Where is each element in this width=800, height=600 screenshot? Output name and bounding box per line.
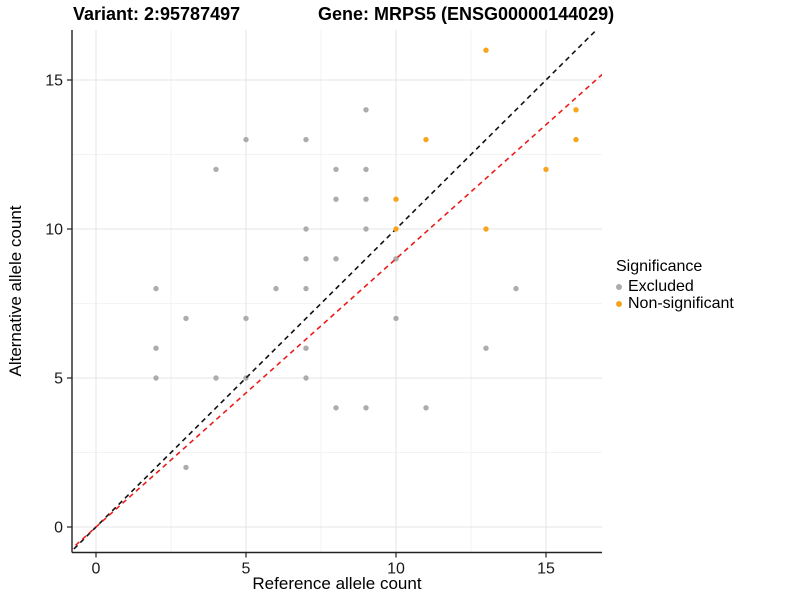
data-point-excluded	[303, 226, 309, 232]
data-point-excluded	[213, 166, 219, 173]
x-tick-label: 5	[242, 561, 251, 578]
data-point-non-significant	[483, 226, 489, 232]
data-point-excluded	[243, 136, 249, 143]
data-point-non-significant	[393, 196, 399, 202]
x-tick-label: 0	[92, 561, 101, 578]
data-point-excluded	[363, 166, 369, 173]
x-tick-label: 15	[537, 561, 555, 578]
data-point-excluded	[333, 196, 339, 202]
data-point-excluded	[303, 345, 309, 351]
data-point-non-significant	[543, 166, 549, 173]
excluded-dot-icon	[616, 284, 622, 290]
data-point-excluded	[213, 375, 219, 381]
data-point-excluded	[243, 315, 249, 322]
expected-ratio-line	[72, 73, 602, 550]
data-point-non-significant	[573, 136, 579, 143]
variant-title: Variant: 2:95787497	[73, 4, 241, 24]
y-tick-label: 15	[45, 73, 63, 90]
x-tick-label: 10	[387, 561, 405, 578]
data-point-excluded	[513, 285, 519, 292]
data-point-excluded	[333, 405, 339, 411]
data-point-excluded	[483, 345, 489, 351]
data-point-excluded	[273, 285, 279, 292]
data-point-excluded	[393, 315, 399, 322]
x-axis-title: Reference allele count	[252, 574, 422, 593]
data-point-excluded	[303, 136, 309, 143]
legend-item-excluded: Excluded	[616, 279, 734, 295]
gene-title: Gene: MRPS5 (ENSG00000144029)	[318, 4, 615, 24]
data-point-non-significant	[573, 107, 579, 113]
legend-label-non-significant: Non-significant	[628, 295, 734, 312]
data-point-excluded	[303, 375, 309, 381]
data-point-excluded	[363, 226, 369, 232]
legend: Significance Excluded Non-significant	[616, 259, 734, 312]
data-point-non-significant	[483, 47, 489, 53]
identity-line	[72, 30, 598, 552]
data-point-excluded	[363, 107, 369, 113]
data-point-excluded	[153, 285, 159, 292]
data-point-excluded	[363, 196, 369, 202]
data-point-excluded	[183, 464, 189, 471]
data-point-excluded	[363, 405, 369, 411]
non-significant-dot-icon	[616, 301, 622, 307]
y-tick-label: 5	[54, 371, 63, 388]
legend-label-excluded: Excluded	[628, 278, 694, 295]
y-tick-label: 10	[45, 222, 63, 239]
plot-area	[72, 30, 602, 552]
y-axis-title: Alternative allele count	[6, 205, 25, 377]
data-point-excluded	[333, 166, 339, 173]
data-point-non-significant	[423, 136, 429, 143]
legend-item-non-significant: Non-significant	[616, 296, 734, 312]
data-point-excluded	[423, 405, 429, 411]
data-point-excluded	[153, 375, 159, 381]
data-point-excluded	[183, 315, 189, 322]
data-point-non-significant	[393, 226, 399, 232]
data-point-excluded	[333, 256, 339, 262]
data-point-excluded	[303, 256, 309, 262]
legend-title: Significance	[616, 258, 703, 275]
data-point-excluded	[153, 345, 159, 351]
y-tick-label: 0	[54, 520, 63, 537]
data-point-excluded	[303, 285, 309, 292]
